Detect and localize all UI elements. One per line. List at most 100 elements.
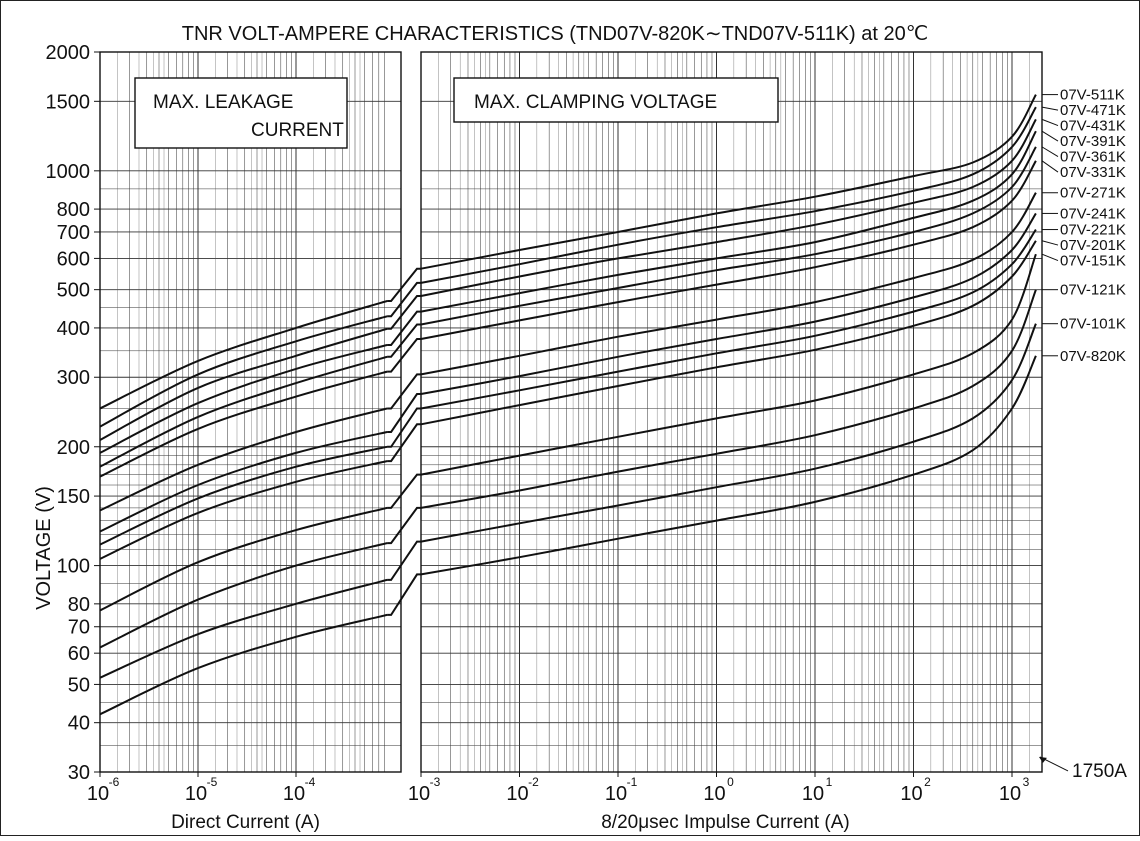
curve-07V-201K-connector [387,423,421,463]
curve-07V-511K-leakage [99,300,388,410]
y-axis-label: VOLTAGE (V) [33,486,55,610]
y-tick-label: 1500 [46,91,91,113]
curve-07V-361K-leakage [99,355,388,468]
x-tick-label: 10-4 [283,775,316,805]
curve-07V-121K-leakage [99,542,388,649]
y-tick-label: 100 [57,556,90,578]
x-tick-base: 10 [185,783,207,805]
series-label: 07V-121K [1060,282,1126,299]
y-tick-label: 150 [57,486,90,508]
panel-label-text: MAX. CLAMPING VOLTAGE [474,92,717,113]
x-tick-exp: -1 [627,775,638,789]
y-tick-label: 400 [57,318,90,340]
y-tick-label: 2000 [46,42,91,64]
x-tick-exp: 3 [1023,775,1030,789]
series-label: 07V-820K [1060,348,1126,365]
y-tick-label: 500 [57,280,90,302]
series-label: 07V-221K [1060,222,1126,239]
curve-07V-361K-clamping [420,146,1037,326]
series-label: 07V-101K [1060,316,1126,333]
x-tick-exp: 1 [826,775,833,789]
x-tick-label: 10-1 [605,775,638,805]
x-tick-base: 10 [900,783,922,805]
y-tick-label: 300 [57,367,90,389]
curve-07V-241K-clamping [420,212,1037,395]
series-leader [1041,253,1059,262]
x-tick-base: 10 [408,783,430,805]
curve-07V-241K-connector [387,393,421,433]
curve-07V-201K-clamping [420,240,1037,426]
curve-07V-391K-connector [387,310,421,346]
x-tick-base: 10 [703,783,725,805]
x-tick-base: 10 [605,783,627,805]
plot-frames [99,51,1043,773]
y-tick-label: 70 [68,617,90,639]
plot-frame [420,51,1043,773]
x-tick-label: 10-3 [408,775,441,805]
curve-07V-471K-clamping [420,106,1037,284]
series-leader [1041,106,1059,111]
x-tick-label: 102 [900,775,931,805]
x-tick-label: 10-5 [185,775,218,805]
series-leader [1041,146,1059,158]
y-tick-label: 200 [57,437,90,459]
panel-label-box [453,77,779,123]
y-tick-label: 1000 [46,161,91,183]
x-axis-label: Direct Current (A) [171,812,320,833]
curve-07V-271K-connector [387,373,421,410]
x-tick-label: 10-2 [506,775,539,805]
y-tick-label: 800 [57,199,90,221]
series-label: 07V-471K [1060,102,1126,119]
curve-07V-820K-leakage [99,613,388,716]
y-tick-label: 600 [57,248,90,270]
curve-07V-331K-clamping [420,160,1037,340]
x-tick-base: 10 [87,783,109,805]
series-label: 07V-241K [1060,205,1126,222]
series-label: 07V-151K [1060,253,1126,270]
curve-07V-271K-clamping [420,192,1037,376]
x-tick-base: 10 [802,783,824,805]
x-tick-exp: 0 [727,775,734,789]
curve-07V-271K-leakage [99,407,388,512]
curve-07V-471K-leakage [99,315,388,428]
curve-07V-221K-leakage [99,445,388,546]
panel-boxes: MAX. LEAKAGE CURRENT MAX. CLAMPING VOLTAGE [134,77,779,149]
series-label: 07V-271K [1060,185,1126,202]
curve-07V-221K-clamping [420,229,1037,410]
curves [99,94,1037,716]
x-tick-base: 10 [506,783,528,805]
y-tick-label: 700 [57,222,90,244]
chart-title: TNR VOLT-AMPERE CHARACTERISTICS (TND07V-… [182,23,928,45]
curve-07V-151K-clamping [420,253,1037,476]
curve-07V-511K-connector [387,267,421,302]
x-tick-base: 10 [999,783,1021,805]
curve-07V-361K-connector [387,323,421,358]
curve-07V-331K-leakage [99,370,388,478]
series-leader [1041,240,1059,246]
x-tick-exp: -4 [305,775,316,789]
curve-07V-391K-leakage [99,344,388,454]
y-tick-label: 30 [68,762,90,784]
y-tick-label: 80 [68,594,90,616]
series-labels: 07V-511K07V-471K07V-431K07V-391K07V-361K… [1038,87,1127,782]
curve-07V-431K-connector [387,295,421,330]
curve-07V-471K-connector [387,281,421,318]
curve-07V-331K-connector [387,338,421,373]
curve-07V-121K-connector [387,506,421,545]
panel-label-text: MAX. LEAKAGE [153,92,293,113]
curve-07V-101K-connector [387,540,421,581]
curve-07V-431K-leakage [99,327,388,441]
series-leader [1041,118,1059,127]
series-label: 07V-511K [1060,87,1125,104]
x-tick-exp: -6 [109,775,120,789]
curve-07V-241K-leakage [99,431,388,533]
x-tick-exp: -5 [207,775,218,789]
plot-frame [99,51,402,773]
curve-07V-201K-leakage [99,460,388,560]
curve-07V-391K-clamping [420,130,1037,313]
curve-07V-511K-clamping [420,94,1037,270]
curve-07V-101K-clamping [420,323,1037,543]
